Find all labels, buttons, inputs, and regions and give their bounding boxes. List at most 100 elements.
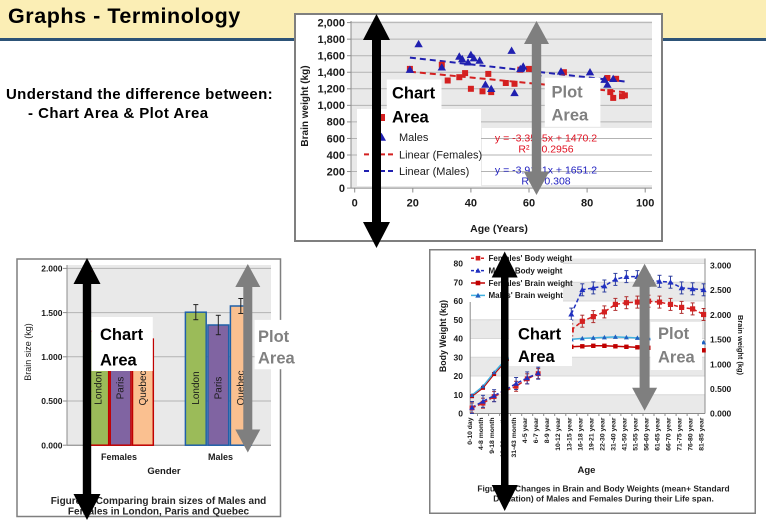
svg-text:Chart: Chart bbox=[518, 326, 562, 344]
svg-text:Females' Brain weight: Females' Brain weight bbox=[489, 279, 573, 288]
svg-text:Paris: Paris bbox=[116, 377, 127, 400]
svg-text:1.500: 1.500 bbox=[41, 308, 63, 318]
svg-text:2.500: 2.500 bbox=[710, 285, 732, 295]
svg-text:0: 0 bbox=[339, 183, 345, 195]
svg-text:9-18 month: 9-18 month bbox=[489, 418, 496, 454]
svg-text:71-75 year: 71-75 year bbox=[677, 417, 684, 451]
svg-text:16-18 year: 16-18 year bbox=[577, 417, 584, 451]
svg-text:Body Weight (kg): Body Weight (kg) bbox=[438, 300, 448, 372]
svg-text:2.000: 2.000 bbox=[41, 264, 63, 274]
svg-text:Females in London, Paris and: Females in London, Paris and Quebec bbox=[68, 507, 250, 518]
svg-text:Figure 1: Changes in Brain and: Figure 1: Changes in Brain and Body Weig… bbox=[477, 484, 729, 494]
svg-text:R² = 0.2956: R² = 0.2956 bbox=[518, 144, 573, 156]
svg-text:1,000: 1,000 bbox=[317, 100, 345, 112]
svg-text:Gender: Gender bbox=[147, 466, 181, 477]
svg-text:Paris: Paris bbox=[213, 377, 224, 400]
svg-text:Area: Area bbox=[518, 348, 556, 366]
svg-text:Area: Area bbox=[258, 350, 296, 368]
svg-text:2.000: 2.000 bbox=[710, 310, 732, 320]
svg-text:10: 10 bbox=[454, 390, 464, 400]
svg-text:40: 40 bbox=[465, 198, 477, 210]
svg-text:31-43 month: 31-43 month bbox=[511, 418, 518, 458]
svg-text:Females' Body weight: Females' Body weight bbox=[489, 254, 573, 263]
svg-text:Linear (Males): Linear (Males) bbox=[399, 166, 469, 178]
svg-text:13-15 year: 13-15 year bbox=[566, 417, 573, 451]
svg-text:22-30 year: 22-30 year bbox=[599, 417, 606, 451]
svg-text:20: 20 bbox=[454, 371, 464, 381]
svg-text:40: 40 bbox=[454, 334, 464, 344]
svg-text:Brain weight (kg): Brain weight (kg) bbox=[736, 315, 745, 375]
svg-text:Males' Body weight: Males' Body weight bbox=[489, 266, 563, 275]
svg-text:56-60 year: 56-60 year bbox=[644, 417, 651, 451]
svg-text:200: 200 bbox=[327, 166, 345, 178]
svg-text:8-9 year: 8-9 year bbox=[544, 417, 551, 443]
svg-text:70: 70 bbox=[454, 277, 464, 287]
svg-text:400: 400 bbox=[327, 150, 345, 162]
svg-text:Age: Age bbox=[578, 465, 596, 476]
svg-text:Plot: Plot bbox=[658, 325, 690, 343]
svg-text:20: 20 bbox=[407, 198, 419, 210]
svg-text:London: London bbox=[191, 371, 202, 404]
svg-text:Age (Years): Age (Years) bbox=[470, 223, 528, 235]
svg-text:1.000: 1.000 bbox=[710, 359, 732, 369]
svg-text:0-10 day: 0-10 day bbox=[467, 417, 474, 444]
svg-text:0.500: 0.500 bbox=[710, 384, 732, 394]
svg-text:y = -3.9121x + 1651.2: y = -3.9121x + 1651.2 bbox=[495, 165, 597, 177]
svg-text:19-21 year: 19-21 year bbox=[588, 417, 595, 451]
svg-text:600: 600 bbox=[327, 133, 345, 145]
svg-text:31-40 year: 31-40 year bbox=[610, 417, 617, 451]
svg-text:Quebec: Quebec bbox=[236, 370, 247, 405]
svg-text:0: 0 bbox=[352, 198, 358, 210]
svg-text:1,600: 1,600 bbox=[317, 51, 345, 63]
svg-text:Deviation) of Males and Female: Deviation) of Males and Females During t… bbox=[493, 494, 714, 504]
svg-text:61-65 year: 61-65 year bbox=[655, 417, 662, 451]
svg-text:1.500: 1.500 bbox=[710, 335, 732, 345]
svg-text:Chart: Chart bbox=[392, 85, 436, 103]
svg-text:Figure 2: Comparing brain siz: Figure 2: Comparing brain sizes of Males… bbox=[51, 496, 267, 507]
svg-text:0.000: 0.000 bbox=[710, 409, 732, 419]
svg-text:London: London bbox=[93, 371, 104, 404]
svg-text:81-85 year: 81-85 year bbox=[699, 417, 706, 451]
svg-text:Males: Males bbox=[208, 452, 233, 462]
svg-text:51-55 year: 51-55 year bbox=[632, 417, 639, 451]
svg-text:50: 50 bbox=[454, 315, 464, 325]
svg-text:Males' Brain weight: Males' Brain weight bbox=[489, 291, 564, 300]
svg-text:Area: Area bbox=[100, 352, 138, 370]
svg-text:41-50 year: 41-50 year bbox=[621, 417, 628, 451]
svg-text:6-7 year: 6-7 year bbox=[533, 417, 540, 443]
svg-text:1.000: 1.000 bbox=[41, 352, 63, 362]
svg-text:Quebec: Quebec bbox=[138, 370, 149, 405]
svg-text:Area: Area bbox=[658, 349, 696, 367]
svg-text:Females: Females bbox=[101, 452, 137, 462]
svg-text:3.000: 3.000 bbox=[710, 261, 732, 271]
svg-text:Linear (Females): Linear (Females) bbox=[399, 149, 482, 161]
svg-text:Plot: Plot bbox=[258, 328, 290, 346]
svg-text:y = -3.3545x + 1470.2: y = -3.3545x + 1470.2 bbox=[495, 133, 597, 145]
svg-text:Chart: Chart bbox=[100, 326, 144, 344]
svg-text:Area: Area bbox=[392, 109, 430, 127]
svg-text:0.000: 0.000 bbox=[41, 440, 63, 450]
svg-text:Males: Males bbox=[399, 132, 429, 144]
svg-text:0.500: 0.500 bbox=[41, 396, 63, 406]
svg-text:Brain size (kg): Brain size (kg) bbox=[23, 323, 33, 381]
svg-text:Area: Area bbox=[552, 107, 590, 125]
svg-text:66-70 year: 66-70 year bbox=[666, 417, 673, 451]
svg-text:1,800: 1,800 bbox=[317, 34, 345, 46]
svg-text:60: 60 bbox=[454, 296, 464, 306]
svg-text:4-5 year: 4-5 year bbox=[522, 417, 529, 443]
svg-text:2,000: 2,000 bbox=[317, 17, 345, 29]
svg-text:30: 30 bbox=[454, 352, 464, 362]
svg-text:4-8 month: 4-8 month bbox=[478, 418, 485, 450]
svg-text:Brain weight (kg): Brain weight (kg) bbox=[300, 65, 311, 146]
svg-text:1,400: 1,400 bbox=[317, 67, 345, 79]
svg-text:76-80 year: 76-80 year bbox=[688, 417, 695, 451]
svg-text:80: 80 bbox=[454, 259, 464, 269]
svg-text:100: 100 bbox=[636, 198, 654, 210]
svg-text:800: 800 bbox=[327, 117, 345, 129]
svg-text:0: 0 bbox=[458, 409, 463, 419]
svg-text:Plot: Plot bbox=[552, 84, 584, 102]
svg-text:1,200: 1,200 bbox=[317, 84, 345, 96]
svg-text:60: 60 bbox=[523, 198, 535, 210]
svg-text:80: 80 bbox=[581, 198, 593, 210]
svg-text:10-12 year: 10-12 year bbox=[555, 417, 562, 451]
